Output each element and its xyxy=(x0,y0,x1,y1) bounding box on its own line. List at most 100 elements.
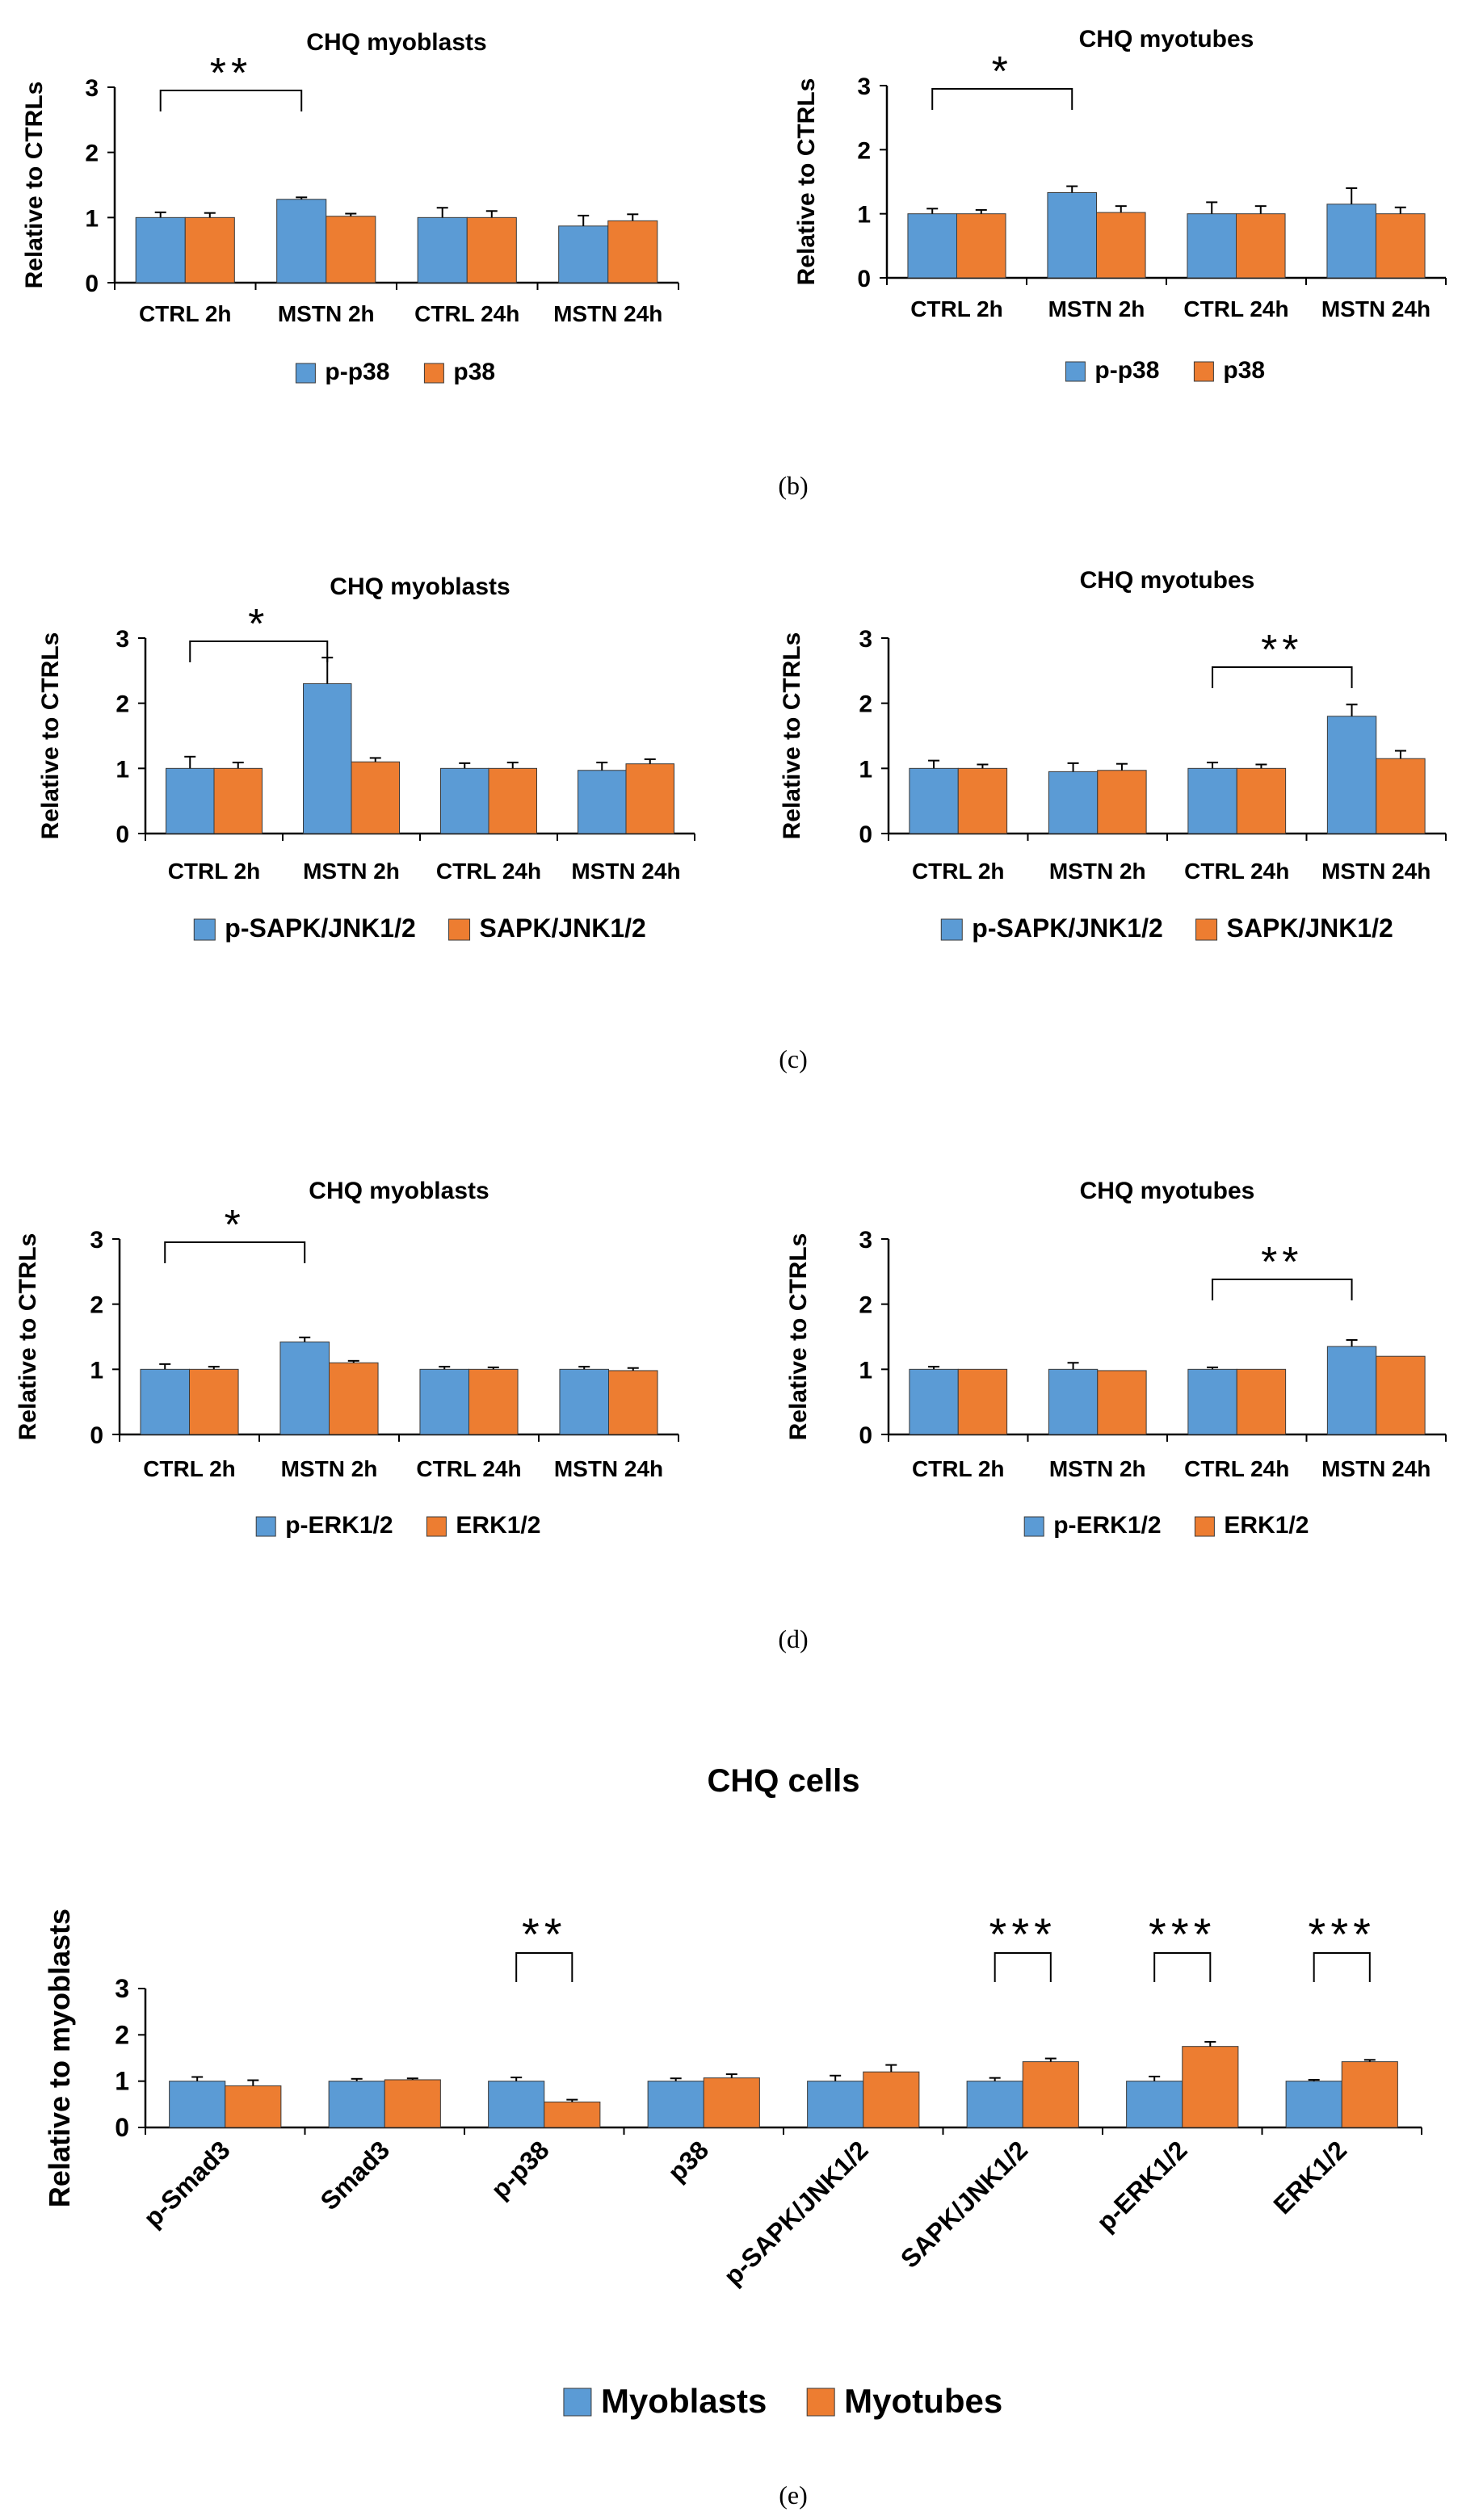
bar-Myoblasts xyxy=(807,2081,864,2128)
bar-Myotubes xyxy=(384,2079,441,2128)
x-tick-label: p-Smad3 xyxy=(138,2135,236,2232)
legend-swatch-p-p38 xyxy=(295,363,316,384)
y-tick-label: 1 xyxy=(857,202,871,229)
x-tick-label: CTRL 24h xyxy=(416,1456,521,1481)
x-tick-label: CTRL 2h xyxy=(143,1456,236,1481)
bar-SAPK/JNK1/2 xyxy=(213,767,263,834)
y-tick-label: 0 xyxy=(859,1422,872,1449)
legend-label: SAPK/JNK1/2 xyxy=(480,914,646,943)
bar-p-p38 xyxy=(558,225,609,284)
x-tick-label: MSTN 2h xyxy=(278,301,375,326)
bar-p38 xyxy=(466,216,517,284)
x-tick-label: MSTN 24h xyxy=(1321,1456,1430,1481)
caption-b: (b) xyxy=(778,471,808,500)
legend-label: p-p38 xyxy=(325,359,389,385)
legend-swatch-Myotubes xyxy=(806,2388,835,2417)
legend-swatch-ERK1/2 xyxy=(1194,1516,1215,1537)
significance-label: ** xyxy=(522,1909,567,1959)
chart-b-myotubes: CHQ myotubes Relative to CTRLs 0 1 2 3 CTRL 2h… xyxy=(793,26,1447,384)
y-axis-label: Relative to CTRLs xyxy=(793,78,820,286)
y-tick-label: 3 xyxy=(859,1227,872,1254)
legend-label: p-ERK1/2 xyxy=(285,1512,393,1539)
y-tick-label: 0 xyxy=(857,266,871,292)
chart-title: CHQ myoblasts xyxy=(330,573,510,600)
bar-ERK1/2 xyxy=(1097,1370,1147,1435)
bar-p-ERK1/2 xyxy=(559,1368,610,1435)
y-tick-label: 0 xyxy=(115,2113,129,2142)
bar-p-SAPK/JNK1/2 xyxy=(440,767,489,834)
legend-label: p-ERK1/2 xyxy=(1053,1512,1161,1539)
significance-label: ** xyxy=(1261,627,1303,674)
bar-p-ERK1/2 xyxy=(1326,1346,1377,1435)
bar-ERK1/2 xyxy=(1376,1355,1426,1435)
chart-c-myotubes: CHQ myotubes Relative to CTRLs 0 1 2 3 CTRL 2h… xyxy=(779,567,1447,943)
chart-title: CHQ myoblasts xyxy=(309,1178,489,1204)
bar-Myoblasts xyxy=(1126,2081,1183,2128)
significance-label: ** xyxy=(210,50,252,97)
legend-swatch-p-ERK1/2 xyxy=(1023,1516,1044,1537)
y-tick-label: 2 xyxy=(85,141,99,167)
legend-swatch-p38 xyxy=(1193,361,1214,382)
bar-p-SAPK/JNK1/2 xyxy=(166,767,215,834)
legend-label: Myotubes xyxy=(844,2382,1002,2420)
x-tick-label: MSTN 24h xyxy=(571,859,680,884)
y-tick-label: 1 xyxy=(859,756,872,783)
y-tick-label: 0 xyxy=(90,1422,103,1449)
bar-Myotubes xyxy=(863,2071,920,2128)
significance-bracket xyxy=(1212,666,1353,688)
y-tick-label: 0 xyxy=(85,271,99,297)
y-tick-label: 3 xyxy=(859,626,872,653)
significance-label: *** xyxy=(989,1909,1057,1959)
bar-SAPK/JNK1/2 xyxy=(625,763,674,834)
bar-SAPK/JNK1/2 xyxy=(1097,770,1147,834)
significance-bracket xyxy=(1212,1279,1353,1300)
x-tick-label: p-SAPK/JNK1/2 xyxy=(718,2135,874,2291)
bar-ERK1/2 xyxy=(329,1362,379,1435)
y-tick-label: 3 xyxy=(857,74,871,100)
caption-e: (e) xyxy=(779,2480,808,2510)
y-tick-label: 3 xyxy=(116,626,129,653)
bar-Myotubes xyxy=(225,2085,282,2128)
y-tick-label: 2 xyxy=(116,691,129,718)
y-tick-label: 0 xyxy=(116,821,129,848)
significance-bracket xyxy=(994,1952,1052,1982)
chart-e-cells: CHQ cells Relative to myoblasts 0 1 2 3 p-Smad… xyxy=(43,1763,1422,2420)
bar-ERK1/2 xyxy=(957,1368,1008,1435)
y-axis-label: Relative to myoblasts xyxy=(43,1909,76,2207)
x-tick-label: MSTN 24h xyxy=(1321,296,1430,321)
y-tick-label: 3 xyxy=(115,1974,129,2003)
caption-c: (c) xyxy=(779,1044,808,1073)
significance-label: ** xyxy=(1261,1239,1303,1286)
y-tick-label: 1 xyxy=(115,2067,129,2096)
legend-label: p-p38 xyxy=(1094,357,1159,384)
significance-bracket xyxy=(515,1952,573,1982)
bar-p-p38 xyxy=(1326,204,1376,279)
bar-SAPK/JNK1/2 xyxy=(1376,758,1426,834)
bar-p-SAPK/JNK1/2 xyxy=(303,682,352,834)
x-tick-label: p-ERK1/2 xyxy=(1091,2135,1193,2236)
bar-p-ERK1/2 xyxy=(140,1368,190,1435)
x-tick-label: CTRL 2h xyxy=(910,296,1003,321)
bar-p38 xyxy=(1096,212,1146,279)
y-tick-label: 2 xyxy=(115,2020,129,2049)
x-tick-label: SAPK/JNK1/2 xyxy=(895,2135,1033,2273)
bar-Myoblasts xyxy=(1285,2081,1342,2128)
bar-p-SAPK/JNK1/2 xyxy=(1187,767,1237,834)
bar-ERK1/2 xyxy=(1236,1368,1287,1435)
x-tick-label: MSTN 2h xyxy=(303,859,400,884)
bar-Myoblasts xyxy=(169,2081,226,2128)
legend-label: ERK1/2 xyxy=(1224,1512,1309,1539)
legend-label: p38 xyxy=(453,359,495,385)
bar-SAPK/JNK1/2 xyxy=(351,761,400,834)
bar-SAPK/JNK1/2 xyxy=(1236,767,1287,834)
x-tick-label: CTRL 24h xyxy=(1184,859,1289,884)
chart-c-myoblasts: CHQ myoblasts Relative to CTRLs 0 1 2 3 CTRL 2… xyxy=(37,573,695,943)
y-tick-label: 3 xyxy=(85,75,99,102)
legend-swatch-p-ERK1/2 xyxy=(255,1516,276,1537)
x-tick-label: CTRL 2h xyxy=(912,859,1005,884)
significance-bracket xyxy=(1313,1952,1371,1982)
bar-SAPK/JNK1/2 xyxy=(488,767,537,834)
bar-p38 xyxy=(184,216,235,284)
chart-d-myotubes: CHQ myotubes Relative to CTRLs 0 1 2 3 CTRL 2h… xyxy=(785,1178,1447,1539)
legend-label: ERK1/2 xyxy=(456,1512,540,1539)
